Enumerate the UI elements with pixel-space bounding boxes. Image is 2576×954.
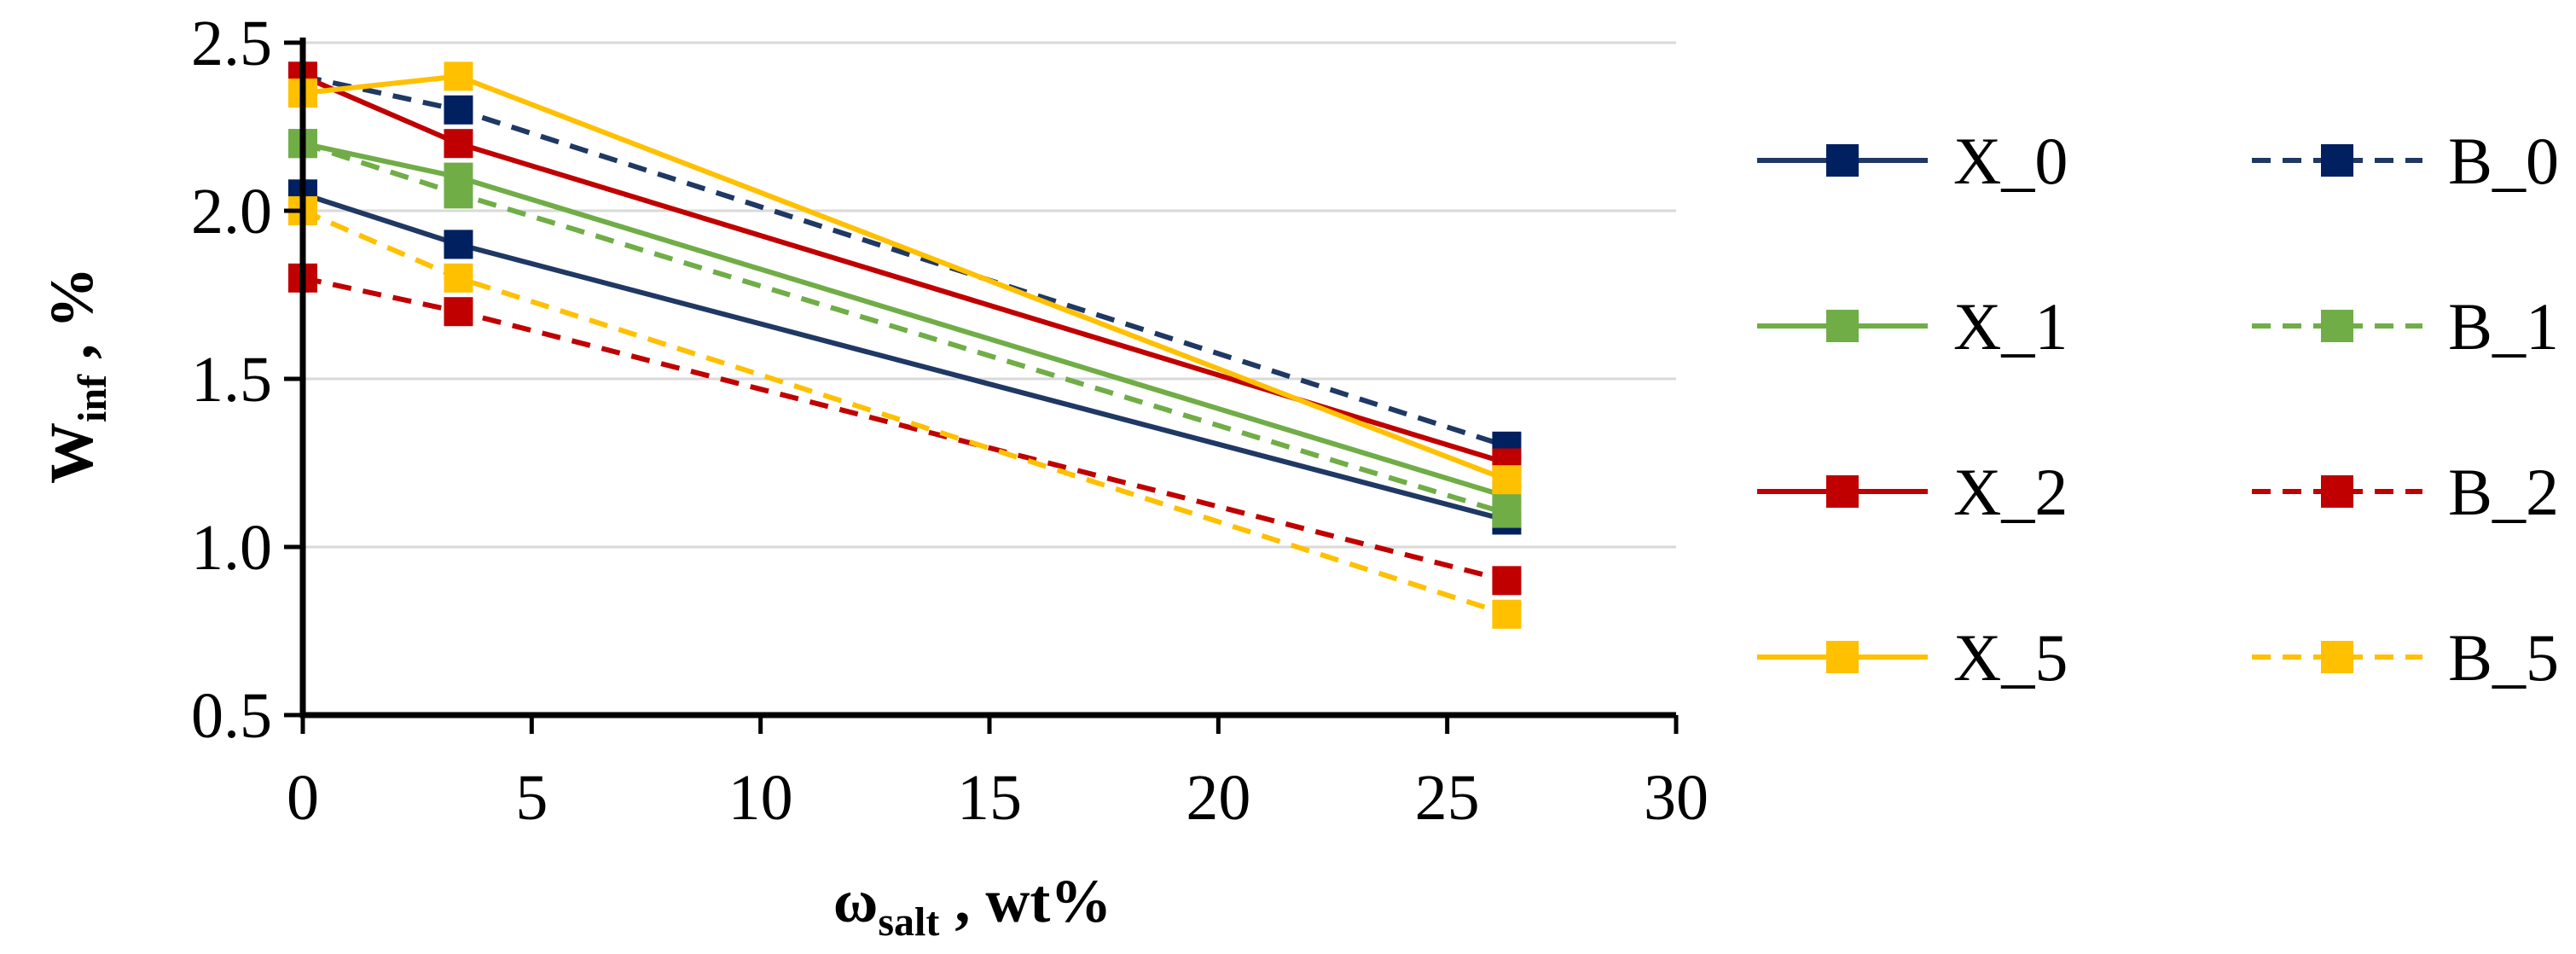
- series-line: [302, 73, 1508, 449]
- y-tick-label: 1.5: [191, 344, 272, 416]
- series-line: [302, 275, 1508, 584]
- x-tick-label: 25: [1415, 762, 1480, 834]
- x-tick-label: 0: [287, 762, 319, 834]
- data-point: [444, 297, 473, 327]
- x-tick-label: 30: [1644, 762, 1709, 834]
- data-point: [444, 263, 473, 293]
- data-point: [444, 95, 473, 125]
- series-line: [302, 191, 1508, 523]
- series-line: [302, 141, 1508, 516]
- legend-marker: [1826, 310, 1859, 342]
- legend-entry: X_1: [1757, 289, 2068, 364]
- series-b-0: [288, 61, 1522, 461]
- legend-label: X_5: [1953, 620, 2068, 695]
- legend-marker: [2321, 641, 2353, 673]
- legend-entry: X_0: [1757, 124, 2068, 198]
- legend-label: B_2: [2448, 455, 2559, 529]
- series-x-1: [288, 129, 1522, 511]
- legend-marker: [1826, 144, 1859, 177]
- data-point: [444, 129, 473, 159]
- legend-entry: X_5: [1757, 620, 2068, 695]
- tick-labels: 0.5 1.0 1.5 2.0 2.5 0 5 10 15 20 25 30: [191, 8, 1709, 834]
- data-point: [1492, 465, 1522, 495]
- legend-marker: [1826, 641, 1859, 673]
- y-tick-label: 2.0: [191, 176, 272, 247]
- data-point: [444, 179, 473, 209]
- data-point: [1492, 566, 1522, 596]
- y-tick-label: 2.5: [191, 8, 272, 79]
- legend-marker: [2321, 310, 2353, 342]
- x-tick-label: 10: [728, 762, 793, 834]
- y-tick-label: 0.5: [191, 680, 272, 752]
- x-tick-label: 20: [1186, 762, 1250, 834]
- legend-entry: B_0: [2252, 124, 2559, 198]
- x-tick-label: 15: [957, 762, 1022, 834]
- legend-marker: [1826, 475, 1859, 508]
- legend: X_0 B_0 X_1 B_1 X_2 B_2 X_5 B_5: [1757, 124, 2559, 695]
- data-point: [444, 230, 473, 259]
- y-axis-title: Winf , %: [38, 267, 115, 484]
- series-b-1: [288, 129, 1522, 528]
- legend-entry: B_5: [2252, 620, 2559, 695]
- data-point: [1492, 498, 1522, 528]
- legend-label: B_0: [2448, 124, 2559, 198]
- axes: [284, 38, 1679, 734]
- legend-label: X_1: [1953, 289, 2068, 364]
- series-lines: [288, 61, 1522, 629]
- legend-entry: B_1: [2252, 289, 2559, 364]
- x-axis-title: ωsalt , wt%: [833, 867, 1112, 945]
- legend-label: B_1: [2448, 289, 2559, 364]
- x-tick-label: 5: [515, 762, 548, 834]
- series-line: [301, 73, 1508, 466]
- legend-entry: X_2: [1757, 455, 2068, 529]
- legend-label: X_2: [1953, 455, 2068, 529]
- legend-label: X_0: [1953, 124, 2068, 198]
- data-point: [444, 61, 473, 91]
- legend-marker: [2321, 144, 2353, 177]
- legend-label: B_5: [2448, 620, 2559, 695]
- data-point: [1492, 599, 1522, 629]
- gridlines: [303, 41, 1676, 549]
- legend-entry: B_2: [2252, 455, 2559, 529]
- y-tick-label: 1.0: [191, 512, 272, 584]
- legend-marker: [2321, 475, 2353, 508]
- series-x-0: [288, 179, 1522, 535]
